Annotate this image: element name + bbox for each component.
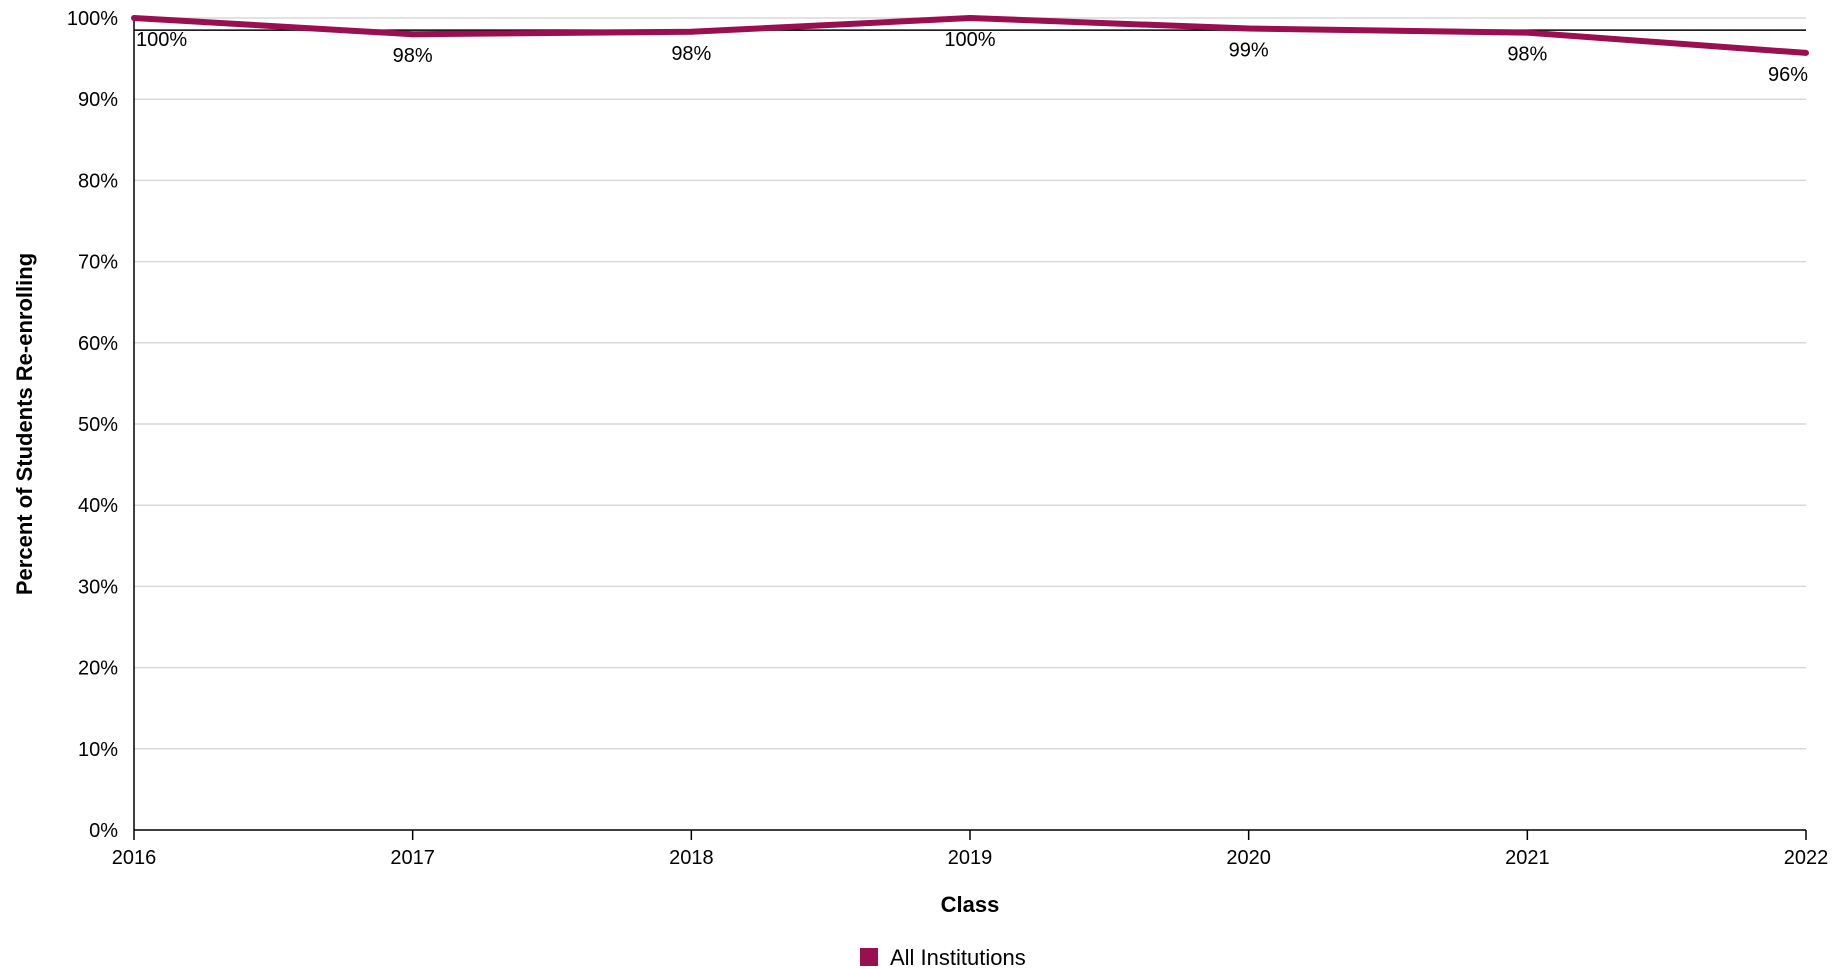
x-tick-label: 2018	[669, 847, 714, 869]
data-label: 99%	[1229, 40, 1269, 62]
y-tick-label: 70%	[78, 252, 118, 274]
y-tick-label: 100%	[67, 8, 118, 30]
data-point[interactable]	[131, 15, 137, 21]
x-axis-title: Class	[941, 892, 1000, 917]
x-tick-label: 2019	[948, 847, 993, 869]
data-label: 98%	[1507, 44, 1547, 66]
y-tick-label: 0%	[89, 820, 118, 842]
x-axis-ticks: 2016 2017 2018 2019 2020 2021 2022	[112, 830, 1829, 869]
x-tick-label: 2020	[1226, 847, 1271, 869]
data-label: 100%	[136, 29, 187, 51]
y-axis-title: Percent of Students Re-enrolling	[12, 253, 37, 595]
series	[131, 15, 1809, 56]
y-tick-label: 40%	[78, 495, 118, 517]
data-point[interactable]	[409, 31, 416, 38]
x-tick-label: 2021	[1505, 847, 1550, 869]
data-point[interactable]	[688, 28, 695, 35]
y-tick-label: 10%	[78, 739, 118, 761]
y-tick-label: 80%	[78, 170, 118, 192]
legend[interactable]: All Institutions	[860, 945, 1026, 969]
y-tick-label: 30%	[78, 576, 118, 598]
legend-swatch	[860, 948, 878, 966]
data-point[interactable]	[1524, 29, 1531, 36]
gridlines	[134, 17, 1806, 750]
y-tick-label: 90%	[78, 89, 118, 111]
x-tick-label: 2022	[1784, 847, 1829, 869]
data-point[interactable]	[1245, 25, 1252, 32]
y-tick-label: 60%	[78, 333, 118, 355]
y-tick-label: 20%	[78, 658, 118, 680]
legend-label: All Institutions	[890, 945, 1026, 969]
x-tick-label: 2016	[112, 847, 157, 869]
data-labels: 100% 98% 98% 100% 99% 98% 96%	[136, 29, 1808, 86]
y-axis-ticks: 0% 10% 20% 30% 40% 50% 60% 70% 80% 90% 100%	[67, 8, 118, 842]
data-label: 98%	[671, 43, 711, 65]
data-label: 96%	[1768, 64, 1808, 86]
x-tick-label: 2017	[390, 847, 435, 869]
data-label: 98%	[393, 45, 433, 67]
data-point[interactable]	[1803, 49, 1809, 56]
data-point[interactable]	[967, 15, 973, 21]
data-label: 100%	[944, 29, 995, 51]
y-tick-label: 50%	[78, 414, 118, 436]
